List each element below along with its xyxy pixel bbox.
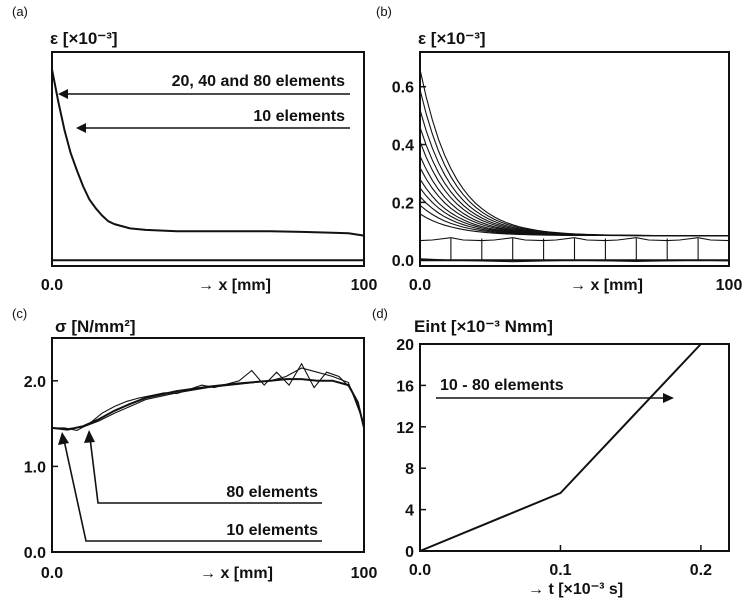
panel-d-xtick-1: 0.1: [549, 562, 571, 579]
panel-d-label: (d): [372, 306, 388, 321]
panel-b-yticks: 0.0 0.2 0.4 0.6: [392, 80, 426, 270]
panel-a-plot: [51, 69, 365, 262]
panel-c-arrow-10: [63, 439, 322, 542]
panel-d-ytick-3: 12: [396, 420, 414, 437]
panel-d-annotation: 10 - 80 elements: [440, 377, 564, 394]
panel-c-yticks: 0.0 1.0 2.0: [24, 374, 58, 562]
panel-b-decay-curve-1: [419, 89, 729, 237]
panel-c-plot: [51, 362, 365, 431]
panel-a-annotation-1: 20, 40 and 80 elements: [172, 73, 346, 90]
panel-d-xtick-2: 0.2: [690, 562, 712, 579]
panel-b-decay-curve-2: [419, 109, 729, 237]
panel-a-arrowhead-1: [58, 89, 68, 99]
panel-d-ytick-1: 4: [405, 503, 414, 520]
panel-d-ytick-5: 20: [396, 337, 414, 354]
panel-d-xtick-0: 0.0: [409, 562, 431, 579]
panel-b-ylabel: ε [×10⁻³]: [418, 29, 486, 48]
panel-a-arrowhead-2: [76, 123, 86, 133]
panel-b-label: (b): [376, 4, 392, 19]
panel-c: (c) σ [N/mm²] 0.0 1.0 2.0 0.0 100 → x [mm]…: [12, 306, 377, 582]
panel-c-xlabel: → x [mm]: [200, 565, 273, 582]
panel-b-plot: [419, 69, 730, 263]
panel-a-label: (a): [12, 4, 28, 19]
panel-b-decay-curve-3: [419, 127, 729, 237]
panel-b-frame: [419, 51, 730, 267]
panel-c-ylabel: σ [N/mm²]: [55, 317, 136, 336]
panel-c-ytick-2: 2.0: [24, 374, 46, 391]
panel-d-plot: [419, 343, 702, 552]
panel-a-xtick-1: 100: [351, 277, 378, 294]
panel-b-xtick-1: 100: [716, 277, 743, 294]
panel-d-ytick-4: 16: [396, 378, 414, 395]
panel-d-ytick-0: 0: [405, 544, 414, 561]
panel-d-ytick-2: 8: [405, 461, 414, 478]
panel-b-ytick-2: 0.4: [392, 138, 414, 155]
panel-d-xlabel: → t [×10⁻³ s]: [528, 581, 623, 598]
panel-a: (a) ε [×10⁻³] 0.0 100 → x [mm] 20, 40 an…: [12, 4, 377, 294]
panel-c-frame: [51, 337, 365, 553]
panel-b-decay-curve-0: [419, 69, 729, 237]
panel-a-xlabel: → x [mm]: [198, 277, 271, 294]
panel-b-ytick-0: 0.0: [392, 253, 414, 270]
panel-a-xtick-0: 0.0: [41, 277, 63, 294]
panel-b-xlabel: → x [mm]: [570, 277, 643, 294]
panel-d-ylabel: Eint [×10⁻³ Nmm]: [414, 317, 553, 336]
panel-a-strain-curve: [51, 69, 365, 237]
panel-b-ytick-1: 0.2: [392, 195, 414, 212]
panel-c-arrow-80: [89, 437, 322, 504]
panel-c-arrowhead-10: [58, 432, 69, 445]
panel-c-ytick-1: 1.0: [24, 459, 46, 476]
panel-c-annotation-10: 10 elements: [226, 522, 318, 539]
panel-d-yticks: 0 4 8 12 16 20: [396, 337, 426, 561]
panel-c-arrowhead-80: [84, 430, 95, 443]
panel-d-frame: [419, 343, 730, 552]
panel-d-arrowhead: [663, 393, 674, 403]
panel-d-xticks: 0.0 0.1 0.2: [409, 545, 712, 579]
panel-b-wave-band-upper: [419, 237, 730, 242]
panel-b-xtick-0: 0.0: [409, 277, 431, 294]
panel-a-annotation-2: 10 elements: [253, 108, 345, 125]
panel-d-energy-curve: [419, 343, 702, 552]
panel-a-ylabel: ε [×10⁻³]: [50, 29, 118, 48]
panel-b: (b) ε [×10⁻³] 0.0 0.2 0.4 0.6 0.0 100 → x […: [376, 4, 742, 294]
panel-b-ytick-3: 0.6: [392, 80, 414, 97]
panel-b-decay-curve-10: [419, 204, 729, 237]
panel-c-ytick-0: 0.0: [24, 545, 46, 562]
panel-d: (d) Eint [×10⁻³ Nmm] 0 4 8 12 16 20 0.0 0.1 0.2…: [372, 306, 730, 598]
panel-c-xtick-0: 0.0: [41, 565, 63, 582]
panel-c-stress-curve-1: [52, 362, 365, 431]
panel-c-stress-curve-2: [51, 367, 365, 430]
panel-b-decay-curve-11: [419, 213, 729, 237]
panel-c-annotation-80: 80 elements: [226, 484, 318, 501]
panel-a-frame: [51, 51, 365, 267]
panel-c-xtick-1: 100: [351, 565, 378, 582]
panel-c-label: (c): [12, 306, 27, 321]
